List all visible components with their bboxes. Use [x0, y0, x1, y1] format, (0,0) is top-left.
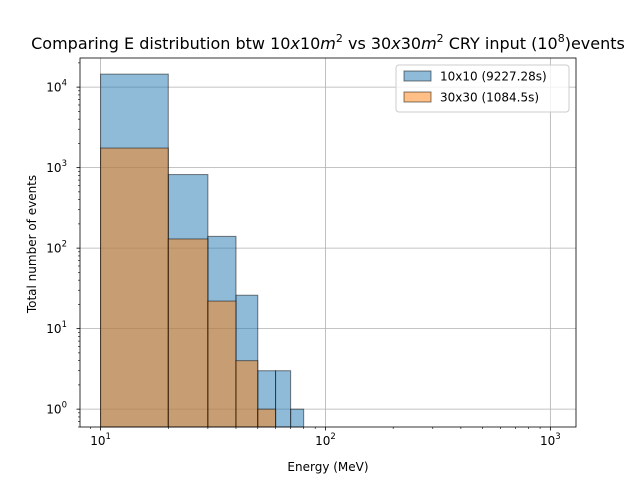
y-tick-label: 102	[46, 240, 67, 256]
x-tick-label: 101	[90, 432, 111, 448]
axes-frame	[79, 57, 577, 428]
histogram-bar	[235, 360, 259, 428]
chart-title: Comparing E distribution btw 10x10m2 vs …	[31, 32, 625, 53]
legend-swatch	[403, 70, 432, 82]
histogram-bar	[100, 147, 169, 428]
y-tick-label: 100	[46, 401, 67, 417]
x-tick-label: 102	[315, 432, 336, 448]
histogram-bar	[257, 408, 277, 428]
y-axis-label: Total number of events	[25, 175, 39, 314]
x-tick-label: 103	[540, 432, 561, 448]
series-2	[100, 147, 277, 428]
histogram-bar	[275, 370, 292, 428]
y-tick-label: 103	[46, 159, 67, 175]
histogram-bar	[167, 238, 209, 428]
histogram-bar	[290, 408, 305, 428]
legend: 10x10 (9227.28s) 30x30 (1084.5s)	[395, 64, 570, 113]
histogram-bar	[207, 300, 237, 428]
legend-frame	[395, 64, 570, 113]
y-tick-label: 101	[46, 320, 67, 336]
legend-label: 10x10 (9227.28s)	[440, 70, 547, 84]
legend-label: 30x30 (1084.5s)	[440, 91, 539, 105]
legend-swatch	[403, 91, 432, 103]
x-axis-label: Energy (MeV)	[287, 460, 368, 474]
plot-area: 101 102 103 100 101 102 103 104 10x10 (9227.28s)…	[46, 57, 577, 448]
y-tick-label: 104	[46, 79, 67, 95]
